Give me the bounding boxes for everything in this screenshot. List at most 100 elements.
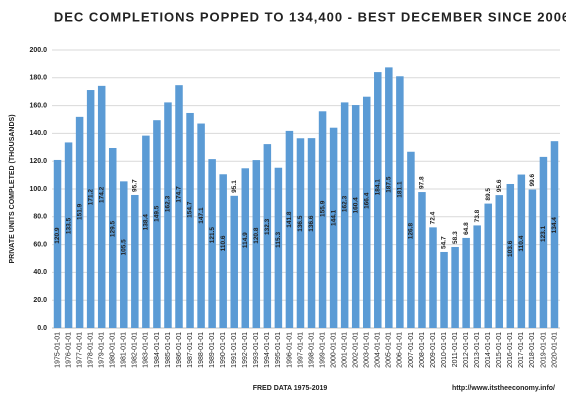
bar: [517, 174, 526, 328]
value-label: 136.5: [297, 215, 304, 232]
value-label: 120.9: [54, 227, 61, 244]
value-label: 64.8: [463, 222, 470, 235]
x-tick-label: 1976-01-01: [65, 332, 72, 368]
x-tick-label: 1989-01-01: [209, 332, 216, 368]
y-tick-label: 180.0: [29, 75, 47, 82]
value-label: 141.8: [286, 211, 293, 228]
x-tick-label: 2010-01-01: [441, 332, 448, 368]
y-tick-label: 120.0: [29, 158, 47, 165]
value-label: 110.6: [220, 235, 227, 251]
x-tick-label: 1977-01-01: [76, 332, 83, 368]
x-tick-label: 1994-01-01: [264, 332, 271, 368]
x-tick-label: 2017-01-01: [518, 332, 525, 368]
value-label: 134.4: [551, 217, 558, 234]
x-tick-label: 2009-01-01: [430, 332, 437, 368]
x-tick-label: 1993-01-01: [253, 332, 260, 368]
value-label: 99.6: [529, 174, 536, 187]
value-label: 73.8: [474, 209, 481, 222]
bar: [263, 144, 272, 328]
y-axis-label: PRIVATE UNITS COMPLETED (THOUSANDS): [9, 114, 16, 263]
y-tick-label: 60.0: [33, 241, 47, 248]
bar: [473, 225, 481, 328]
bar: [75, 116, 84, 328]
value-label: 181.1: [397, 181, 404, 198]
x-tick-label: 1979-01-01: [99, 332, 106, 368]
x-tick-label: 2020-01-01: [551, 332, 558, 368]
value-label: 126.8: [408, 223, 415, 240]
value-label: 174.2: [98, 186, 105, 203]
x-tick-label: 1990-01-01: [220, 332, 227, 368]
bar: [230, 195, 238, 328]
x-tick-label: 1983-01-01: [143, 332, 150, 368]
bar: [164, 102, 172, 328]
value-label: 147.1: [198, 207, 205, 224]
bar: [296, 138, 305, 328]
x-tick-label: 2019-01-01: [540, 332, 547, 368]
x-tick-label: 2005-01-01: [386, 332, 393, 368]
bar: [429, 227, 437, 328]
x-tick-label: 1997-01-01: [297, 332, 304, 368]
bar: [64, 142, 73, 328]
bar: [208, 159, 216, 328]
x-tick-label: 2000-01-01: [330, 332, 337, 368]
value-label: 187.5: [386, 176, 393, 193]
y-tick-label: 160.0: [29, 102, 47, 109]
bar: [462, 237, 470, 328]
bar: [484, 203, 492, 328]
value-label: 151.9: [76, 203, 83, 220]
x-tick-label: 1978-01-01: [87, 332, 94, 368]
x-tick-label: 1987-01-01: [187, 332, 194, 368]
value-label: 149.5: [154, 205, 161, 222]
x-tick-label: 2016-01-01: [507, 332, 514, 368]
value-label: 95.1: [231, 180, 238, 193]
bar: [385, 67, 393, 328]
bar: [340, 102, 349, 328]
x-tick-label: 2012-01-01: [463, 332, 470, 368]
bar: [285, 130, 294, 328]
x-tick-label: 1982-01-01: [132, 332, 139, 368]
x-tick-label: 2007-01-01: [408, 332, 415, 368]
x-tick-label: 1992-01-01: [242, 332, 249, 368]
x-tick-label: 1980-01-01: [110, 332, 117, 368]
x-tick-label: 1981-01-01: [121, 332, 128, 368]
bar: [550, 141, 559, 328]
x-tick-label: 1975-01-01: [54, 332, 61, 368]
bar: [86, 90, 95, 328]
value-label: 95.6: [496, 179, 503, 192]
x-tick-label: 2014-01-01: [485, 332, 492, 368]
x-tick-label: 2018-01-01: [529, 332, 536, 368]
y-tick-label: 200.0: [29, 47, 47, 54]
value-label: 58.3: [452, 231, 459, 244]
y-tick-label: 40.0: [33, 269, 47, 276]
value-label: 121.5: [209, 227, 216, 244]
bar: [407, 151, 415, 328]
bar: [528, 189, 537, 328]
bar: [351, 105, 360, 328]
x-tick-label: 2002-01-01: [353, 332, 360, 368]
bar: [539, 156, 548, 328]
bar: [97, 85, 106, 328]
value-label: 174.7: [176, 186, 183, 203]
y-tick-label: 0.0: [37, 325, 47, 332]
x-tick-label: 2013-01-01: [474, 332, 481, 368]
x-tick-label: 1986-01-01: [176, 332, 183, 368]
bar: [53, 159, 62, 328]
value-label: 129.5: [109, 220, 116, 237]
bar: [506, 183, 515, 328]
value-label: 155.9: [319, 200, 326, 217]
bar: [418, 192, 426, 328]
bar: [451, 246, 459, 328]
bar: [219, 174, 227, 328]
value-label: 97.8: [419, 176, 426, 189]
url-note: http://www.itstheeconomy.info/: [452, 385, 555, 392]
bar: [396, 76, 404, 329]
value-label: 105.5: [121, 239, 128, 256]
value-label: 162.3: [341, 195, 348, 212]
value-label: 89.5: [485, 188, 492, 201]
bar: [362, 96, 371, 328]
value-label: 120.8: [253, 227, 260, 244]
x-tick-label: 1996-01-01: [286, 332, 293, 368]
chart-title: DEC COMPLETIONS POPPED TO 134,400 - BEST…: [54, 9, 566, 24]
value-label: 154.7: [187, 201, 194, 218]
